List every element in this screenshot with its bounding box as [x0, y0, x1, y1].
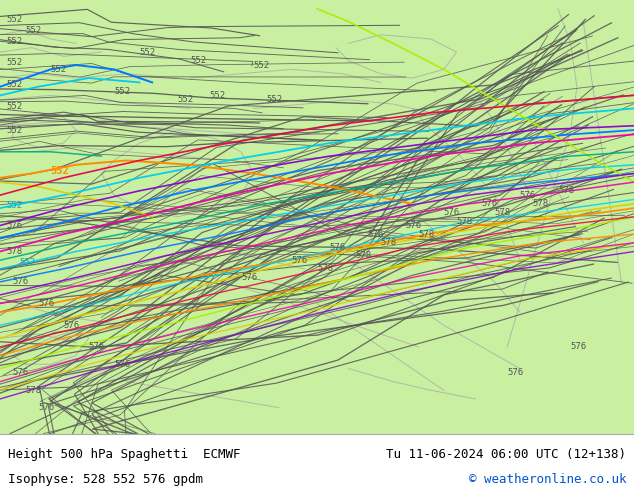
Text: 576: 576 — [330, 243, 346, 252]
Text: 552: 552 — [178, 95, 193, 104]
Text: Tu 11-06-2024 06:00 UTC (12+138): Tu 11-06-2024 06:00 UTC (12+138) — [386, 448, 626, 461]
Text: 576: 576 — [507, 368, 523, 377]
Text: 578: 578 — [495, 208, 510, 217]
Text: 578: 578 — [418, 230, 434, 239]
Text: 552: 552 — [114, 87, 130, 96]
Text: 578: 578 — [380, 238, 396, 247]
Text: 552: 552 — [51, 65, 67, 74]
Text: 576: 576 — [482, 199, 498, 208]
Text: 578: 578 — [6, 247, 22, 256]
Text: 552: 552 — [266, 95, 282, 104]
Text: 552: 552 — [139, 48, 155, 56]
Text: 552: 552 — [6, 102, 22, 111]
Text: 552: 552 — [190, 56, 206, 65]
Text: 552: 552 — [6, 15, 22, 24]
Text: 576: 576 — [444, 208, 460, 217]
Text: © weatheronline.co.uk: © weatheronline.co.uk — [469, 473, 626, 486]
Text: 552: 552 — [209, 91, 225, 100]
Text: 552: 552 — [19, 258, 35, 267]
Text: 578: 578 — [533, 199, 548, 208]
Text: 552: 552 — [51, 166, 70, 176]
Text: 578: 578 — [317, 265, 333, 273]
Text: 576: 576 — [520, 191, 536, 199]
Text: 552: 552 — [6, 201, 22, 211]
Text: 552: 552 — [25, 26, 41, 35]
Text: 576: 576 — [38, 299, 54, 308]
Text: 576: 576 — [63, 321, 79, 330]
Text: 576: 576 — [571, 343, 586, 351]
Text: 578: 578 — [456, 217, 472, 226]
Text: 578: 578 — [25, 386, 41, 395]
Text: Height 500 hPa Spaghetti  ECMWF: Height 500 hPa Spaghetti ECMWF — [8, 448, 240, 461]
Text: 552: 552 — [6, 58, 22, 68]
Text: 576: 576 — [241, 273, 257, 282]
Text: 576: 576 — [6, 221, 22, 230]
Text: 576: 576 — [368, 230, 384, 239]
Text: 552: 552 — [6, 37, 22, 46]
Text: 552: 552 — [6, 125, 22, 135]
Text: 578: 578 — [558, 186, 574, 196]
Text: 576: 576 — [114, 360, 130, 369]
Text: 576: 576 — [406, 221, 422, 230]
Text: Isophyse: 528 552 576 gpdm: Isophyse: 528 552 576 gpdm — [8, 473, 203, 486]
Text: 552: 552 — [6, 80, 22, 89]
Text: 578: 578 — [355, 251, 371, 260]
Text: 576: 576 — [13, 368, 29, 377]
Text: 576: 576 — [89, 343, 105, 351]
Text: 552: 552 — [254, 61, 269, 70]
Text: 576: 576 — [13, 277, 29, 286]
Text: 576: 576 — [292, 256, 307, 265]
Text: 576: 576 — [38, 403, 54, 412]
